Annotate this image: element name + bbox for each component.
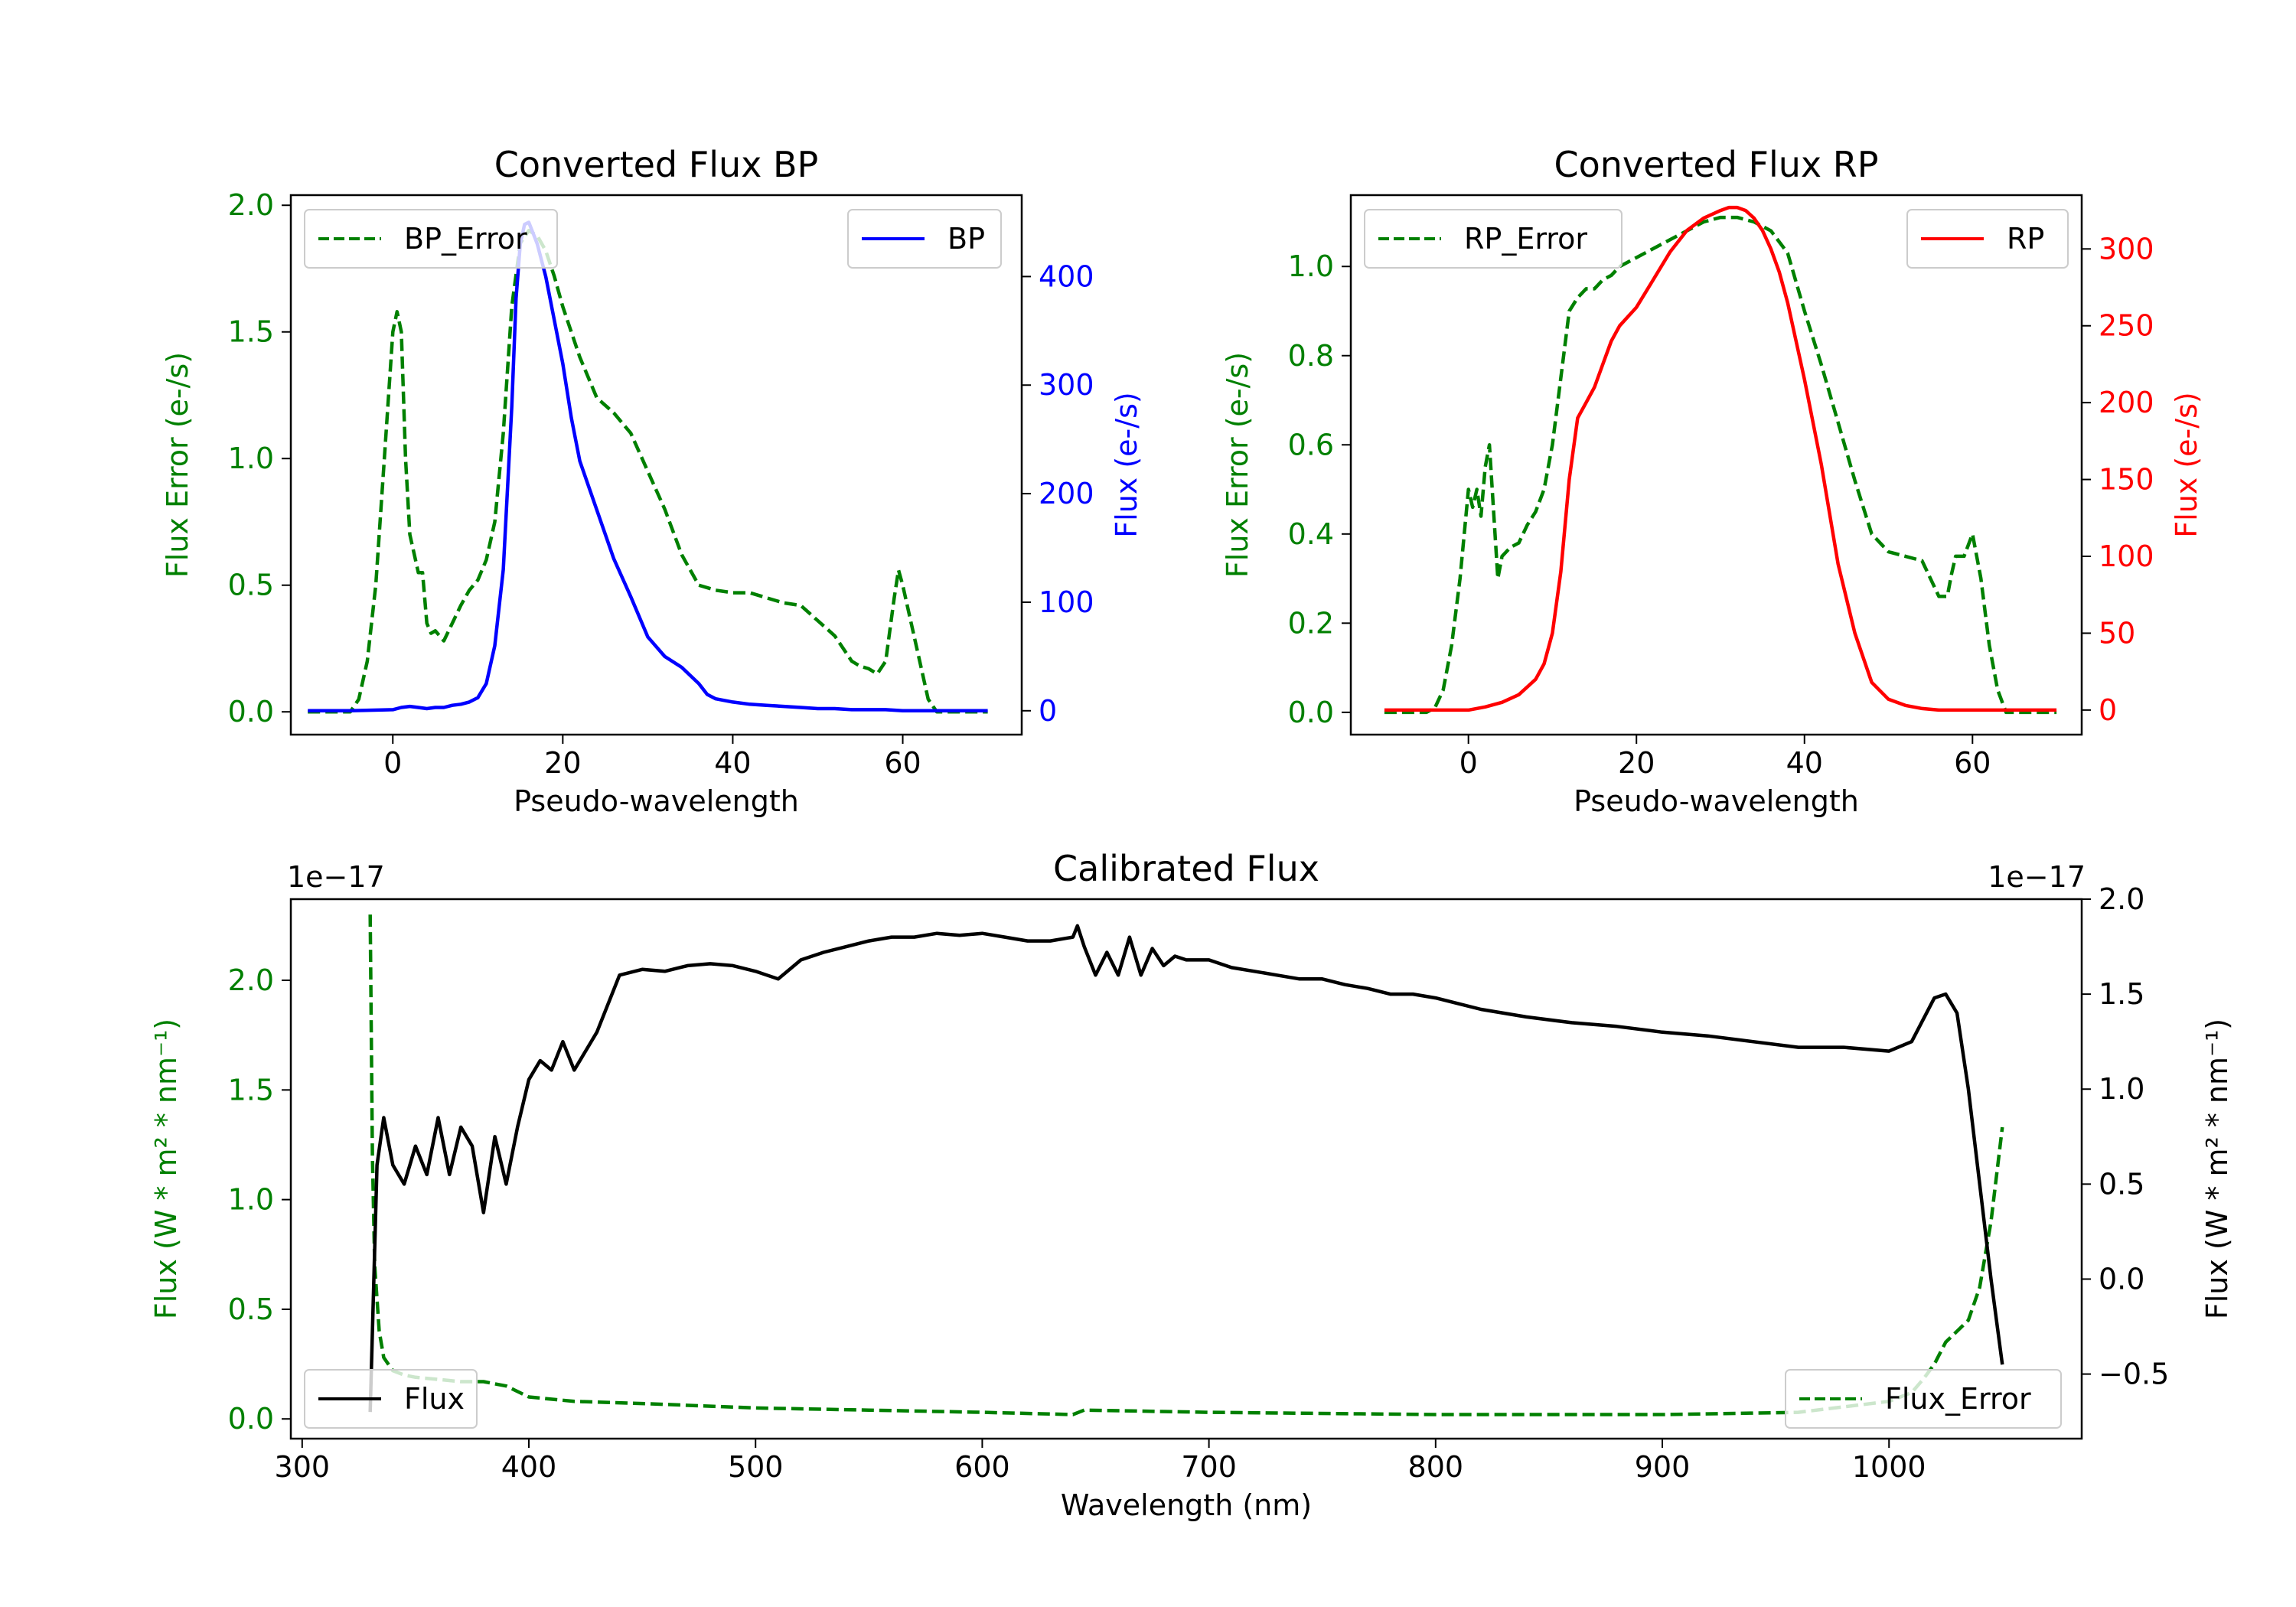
panel-calibrated: Calibrated Flux Wavelength (nm) Flux (W … (149, 848, 2234, 1522)
calibrated-xtick-label: 1000 (1852, 1450, 1926, 1484)
calibrated-ytick-right-label: −0.5 (2099, 1358, 2169, 1391)
calibrated-ytick-right-label: 1.5 (2099, 977, 2144, 1011)
bp-ytick-right-label: 300 (1039, 368, 1094, 402)
rp-ytick-right-label: 300 (2099, 232, 2154, 266)
calibrated-offset-left: 1e−17 (287, 860, 385, 894)
rp-xtick-label: 20 (1618, 746, 1655, 780)
bp-ytick-right-label: 0 (1039, 694, 1057, 728)
rp-ytick-left-label: 0.6 (1288, 428, 1334, 461)
rp-series-rp-error (1384, 215, 2057, 715)
calibrated-title: Calibrated Flux (1053, 848, 1319, 889)
rp-axes-frame (1349, 194, 2083, 736)
rp-ytick-left-label: 0.4 (1288, 517, 1334, 551)
bp-legend-left-label: BP_Error (404, 222, 527, 256)
calibrated-xtick-label: 900 (1635, 1450, 1691, 1484)
rp-legend-left-label: RP_Error (1464, 222, 1587, 256)
rp-ytick-left-label: 1.0 (1288, 249, 1334, 283)
calibrated-ytick-right-label: 1.0 (2099, 1072, 2144, 1106)
bp-legend-left: BP_Error (304, 209, 558, 269)
bp-ylabel-right: Flux (e-/s) (1110, 392, 1143, 537)
rp-ytick-right-label: 50 (2099, 616, 2135, 650)
calibrated-ytick-left-label: 1.5 (228, 1073, 274, 1107)
calibrated-xtick-label: 300 (275, 1450, 331, 1484)
calibrated-ytick-right-label: 0.5 (2099, 1167, 2144, 1201)
bp-ytick-left-label: 1.0 (228, 442, 274, 475)
calibrated-xtick-label: 600 (954, 1450, 1010, 1484)
bp-xtick-label: 20 (544, 746, 581, 780)
bp-ytick-left-label: 0.0 (228, 695, 274, 729)
rp-xtick-label: 60 (1954, 746, 1991, 780)
bp-title: Converted Flux BP (494, 144, 819, 185)
bp-series-bp-error (308, 229, 988, 714)
bp-axes-frame (289, 194, 1023, 736)
bp-plot-area: 0 20 40 60 0.0 0.5 1.0 1.5 2.0 0 100 200 300 400 (228, 188, 1094, 780)
rp-ytick-right-label: 0 (2099, 693, 2117, 727)
rp-xtick-label: 40 (1786, 746, 1823, 780)
calibrated-legend-right-label: Flux_Error (1885, 1382, 2031, 1416)
calibrated-offset-right: 1e−17 (1988, 860, 2086, 894)
bp-ylabel-left: Flux Error (e-/s) (161, 352, 194, 578)
calibrated-ytick-right-label: 2.0 (2099, 882, 2144, 916)
bp-ytick-left-label: 2.0 (228, 188, 274, 222)
calibrated-legend-right-box (1785, 1369, 2062, 1429)
calibrated-xtick-label: 800 (1408, 1450, 1464, 1484)
calibrated-legend-right: Flux_Error (1785, 1369, 2062, 1429)
rp-ytick-right-label: 150 (2099, 463, 2154, 497)
rp-legend-right-box (1906, 209, 2069, 269)
bp-xtick-label: 60 (884, 746, 921, 780)
calibrated-ytick-left-label: 2.0 (228, 963, 274, 997)
calibrated-legend-left-box (304, 1369, 478, 1429)
rp-legend-left-box (1364, 209, 1623, 269)
calibrated-legend-left: Flux (304, 1369, 478, 1429)
calibrated-axes-frame (289, 898, 2083, 1440)
bp-xtick-label: 40 (714, 746, 751, 780)
rp-ytick-left-label: 0.8 (1288, 339, 1334, 373)
calibrated-ylabel-left: Flux (W * m² * nm⁻¹) (149, 1019, 183, 1319)
panel-bp: Converted Flux BP Pseudo-wavelength Flux… (161, 144, 1143, 818)
rp-ytick-left-label: 0.0 (1288, 696, 1334, 729)
rp-legend-right: RP (1906, 209, 2069, 269)
rp-ylabel-right: Flux (e-/s) (2170, 392, 2203, 537)
bp-ytick-right-label: 100 (1039, 585, 1094, 619)
calibrated-plot-area: 300 400 500 600 700 800 900 1000 0.0 0.5 1.0 1.5 2.0… (228, 882, 2170, 1484)
rp-ytick-right-label: 200 (2099, 386, 2154, 419)
calibrated-series-flux (368, 924, 2004, 1413)
calibrated-ylabel-right: Flux (W * m² * nm⁻¹) (2200, 1019, 2234, 1319)
rp-xtick-label: 0 (1459, 746, 1478, 780)
bp-ytick-right-label: 200 (1039, 477, 1094, 510)
calibrated-ytick-left-label: 1.0 (228, 1183, 274, 1217)
bp-legend-right: BP (847, 209, 1002, 269)
rp-series-rp (1384, 205, 2057, 712)
bp-legend-left-box (304, 209, 558, 269)
rp-ytick-right-label: 250 (2099, 309, 2154, 343)
bp-ytick-right-label: 400 (1039, 259, 1094, 293)
bp-ytick-left-label: 0.5 (228, 569, 274, 602)
rp-ytick-right-label: 100 (2099, 539, 2154, 573)
calibrated-xtick-label: 700 (1181, 1450, 1237, 1484)
calibrated-xlabel: Wavelength (nm) (1061, 1488, 1312, 1522)
bp-ytick-left-label: 1.5 (228, 315, 274, 349)
rp-legend-right-label: RP (2007, 222, 2044, 256)
rp-ylabel-left: Flux Error (e-/s) (1221, 352, 1254, 578)
bp-xtick-label: 0 (383, 746, 402, 780)
bp-series-bp (308, 220, 988, 713)
rp-legend-left: RP_Error (1364, 209, 1623, 269)
panel-rp: Converted Flux RP Pseudo-wavelength Flux… (1221, 144, 2203, 818)
calibrated-ytick-left-label: 0.5 (228, 1292, 274, 1326)
calibrated-xtick-label: 500 (728, 1450, 784, 1484)
rp-plot-area: 0 20 40 60 0.0 0.2 0.4 0.6 0.8 1.0 0 50 100 150 200 250… (1288, 194, 2154, 780)
bp-legend-right-label: BP (947, 222, 985, 256)
rp-ytick-left-label: 0.2 (1288, 606, 1334, 640)
calibrated-ytick-left-label: 0.0 (228, 1402, 274, 1436)
calibrated-xtick-label: 400 (501, 1450, 557, 1484)
calibrated-legend-left-label: Flux (404, 1382, 465, 1416)
rp-title: Converted Flux RP (1554, 144, 1879, 185)
rp-xlabel: Pseudo-wavelength (1574, 784, 1859, 818)
bp-xlabel: Pseudo-wavelength (514, 784, 799, 818)
calibrated-ytick-right-label: 0.0 (2099, 1262, 2144, 1296)
